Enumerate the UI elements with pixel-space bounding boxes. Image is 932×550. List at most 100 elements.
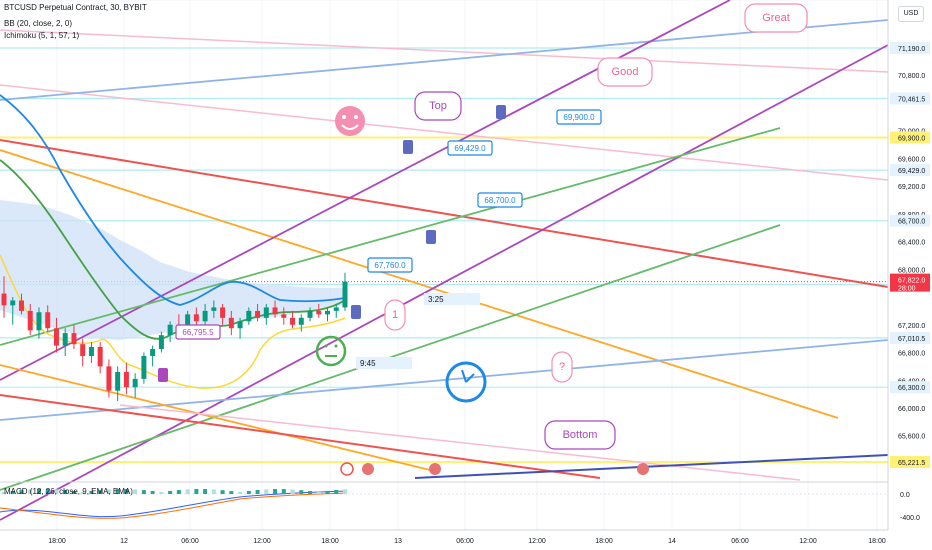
candle-body: [202, 310, 208, 322]
macd-bar: [168, 490, 173, 494]
price-tick-label: 66,800.0: [898, 351, 925, 358]
macd-bar: [308, 491, 313, 494]
time-tick-label: 06:00: [456, 538, 474, 545]
candle-body: [263, 307, 269, 318]
us-flag-icon: [429, 463, 441, 475]
macd-bar: [89, 490, 94, 494]
macd-bar: [54, 489, 59, 494]
candle-body: [316, 310, 322, 315]
candle-body: [158, 335, 164, 350]
candle-body: [298, 317, 304, 325]
price-label-text: 69,429.0: [454, 144, 486, 153]
candles: [1, 272, 348, 402]
time-tick-label: 06:00: [181, 538, 199, 545]
candle-body: [325, 310, 331, 315]
price-tag-bg: [890, 131, 930, 144]
macd-bar: [141, 490, 146, 494]
macd-bar: [343, 489, 347, 494]
currency-button[interactable]: USD: [898, 6, 924, 22]
current-price-tag: [890, 273, 930, 292]
macd-bar: [98, 490, 103, 494]
macd-bar: [255, 490, 260, 494]
candle-body: [36, 312, 42, 331]
labels: 69,900.0 69,429.0 68,700.0 67,760.0 66,795.5…: [175, 3, 808, 450]
candle-body: [10, 300, 16, 306]
price-tick-label: 69,900.0: [898, 135, 925, 142]
green-line: [0, 127, 781, 346]
price-label-text: 68,700.0: [484, 196, 516, 205]
candle-body: [123, 371, 129, 388]
ichimoku-legend[interactable]: Ichimoku (5, 1, 57, 1): [4, 31, 80, 40]
flash-icon: [340, 462, 354, 476]
candle-body: [80, 344, 86, 356]
neutral-face-icon: [315, 335, 347, 367]
macd-bar: [28, 489, 33, 494]
macd-bar: [19, 490, 24, 494]
time-tick-label: 13: [394, 538, 402, 545]
price-tag-bg: [890, 214, 930, 227]
macd-bar: [264, 489, 269, 494]
candle-body: [62, 333, 68, 346]
macd-bar: [211, 489, 216, 494]
current-price-countdown: 28:00: [898, 286, 916, 293]
candle-body: [45, 312, 51, 329]
macd-bar: [10, 490, 15, 494]
callout-bubble: [744, 3, 808, 33]
callout-bubble: [414, 91, 462, 121]
price-label-box: [477, 192, 523, 208]
price-tick-label: 69,600.0: [898, 156, 925, 163]
price-tick-label: 69,200.0: [898, 184, 925, 191]
candle-body: [115, 371, 121, 391]
macd-bar: [220, 490, 225, 494]
macd-bar: [273, 489, 278, 494]
symbol-legend[interactable]: BTCUSD Perpetual Contract, 30, BYBIT: [4, 3, 147, 12]
ichimoku-cloud: [0, 200, 345, 340]
macd-bar: [176, 490, 181, 494]
macd-bar: [229, 491, 234, 494]
bb-legend[interactable]: BB (20, close, 2, 0): [4, 19, 73, 28]
macd-legend[interactable]: MACD (12, 26, close, 9, EMA, EMA): [4, 487, 133, 496]
clock-face-icon: [445, 361, 487, 403]
blue-line: [0, 339, 889, 421]
macd-bar: [124, 489, 129, 494]
macd-bar: [106, 489, 111, 494]
candle-body: [246, 310, 252, 322]
candle-body: [211, 307, 217, 311]
candle-body: [255, 310, 261, 318]
time-box-text: 3:25: [428, 295, 444, 304]
price-label-text: 67,760.0: [374, 261, 406, 270]
orange-line: [0, 364, 431, 471]
callout-text: ?: [559, 361, 565, 373]
time-tick-label: 12: [120, 538, 128, 545]
hand-pointer-icon: [496, 105, 506, 119]
macd-bar: [36, 489, 41, 494]
time-tick-label: 12:00: [528, 538, 546, 545]
macd-bar: [238, 491, 243, 494]
price-tick-label: 67,010.5: [898, 336, 925, 343]
price-tag-bg: [890, 331, 930, 344]
hand-pointer-icon: [158, 368, 168, 382]
us-flag-icon: [362, 463, 374, 475]
price-tick-label: 68,400.0: [898, 240, 925, 247]
macd-bar: [115, 489, 120, 494]
time-box: [356, 357, 412, 369]
candle-body: [220, 307, 226, 318]
price-axis: 71,190.070,800.070,461.570,000.069,900.0…: [890, 42, 930, 522]
price-tick-label: 69,429.0: [898, 168, 925, 175]
purple-line: [0, 44, 889, 521]
red-line: [0, 139, 889, 288]
macd-bar: [150, 491, 155, 494]
time-tick-label: 12:00: [253, 538, 271, 545]
macd-bar: [316, 491, 321, 494]
smiley-face-icon: [335, 106, 365, 136]
purple-line: [0, 0, 731, 381]
current-price-value: 67,822.0: [898, 278, 925, 285]
price-tick-label: 67,200.0: [898, 323, 925, 330]
time-tick-label: 18:00: [48, 538, 66, 545]
price-tag-bg: [890, 381, 930, 394]
candle-body: [150, 349, 156, 356]
price-tick-label: 68,000.0: [898, 267, 925, 274]
macd-bar: [159, 491, 164, 494]
time-tick-label: 06:00: [731, 538, 749, 545]
